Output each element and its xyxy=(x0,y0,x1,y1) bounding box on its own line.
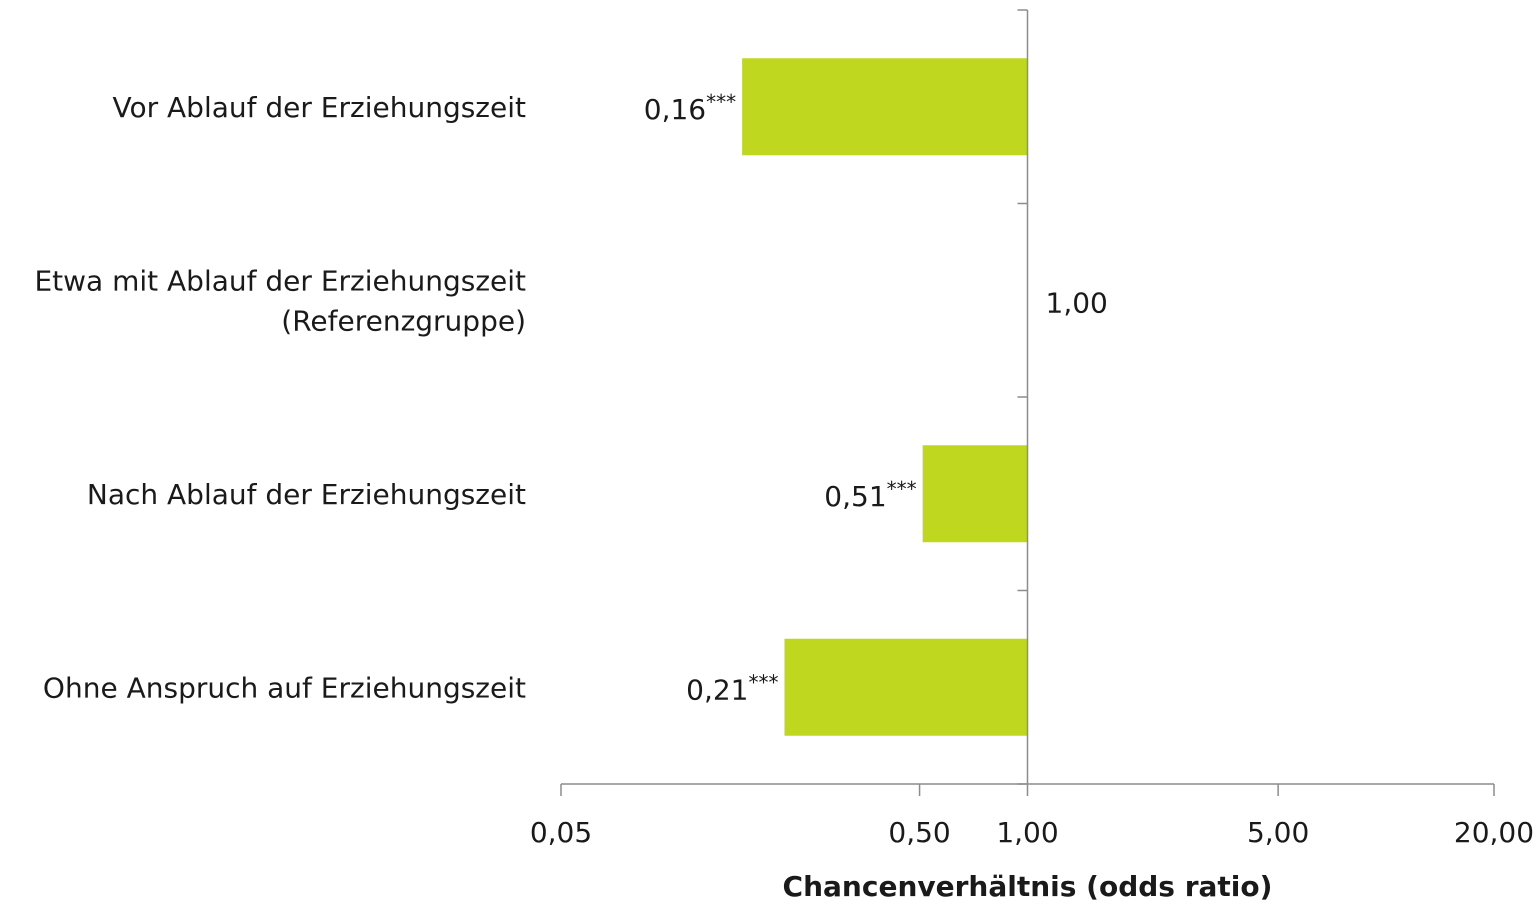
x-tick-label: 0,05 xyxy=(530,816,592,849)
data-label-value: 0,21 xyxy=(686,673,748,706)
x-axis-title: Chancenverhältnis (odds ratio) xyxy=(783,870,1273,901)
data-label: 0,21*** xyxy=(686,670,778,706)
bar xyxy=(742,58,1028,156)
significance-stars: *** xyxy=(887,477,917,501)
category-label: Ohne Anspruch auf Erziehungszeit xyxy=(43,671,526,704)
category-label: Etwa mit Ablauf der Erziehungszeit xyxy=(34,264,526,297)
bars-layer xyxy=(742,58,1028,736)
significance-stars: *** xyxy=(748,670,778,694)
data-label: 0,16*** xyxy=(644,90,736,126)
category-label: (Referenzgruppe) xyxy=(281,304,526,337)
data-label: 1,00 xyxy=(1046,286,1108,319)
bar xyxy=(784,638,1028,736)
bar xyxy=(922,445,1028,543)
x-tick-label: 0,50 xyxy=(888,816,950,849)
x-tick-label: 5,00 xyxy=(1247,816,1309,849)
axis-ticks: 0,05 0,50 1,00 5,00 20,00 xyxy=(530,9,1534,849)
data-label-value: 0,51 xyxy=(824,480,886,513)
significance-stars: *** xyxy=(706,90,736,114)
data-label-value: 1,00 xyxy=(1046,286,1108,319)
category-label: Nach Ablauf der Erziehungszeit xyxy=(87,478,526,511)
axes: 0,05 0,50 1,00 5,00 20,00 xyxy=(530,9,1534,849)
category-label: Vor Ablauf der Erziehungszeit xyxy=(113,91,527,124)
data-label-value: 0,16 xyxy=(644,93,706,126)
data-label: 0,51*** xyxy=(824,477,916,513)
labels-layer: Vor Ablauf der Erziehungszeit 0,16***Etwa… xyxy=(34,90,1107,707)
x-tick-label: 20,00 xyxy=(1454,816,1534,849)
x-tick-label: 1,00 xyxy=(996,816,1058,849)
